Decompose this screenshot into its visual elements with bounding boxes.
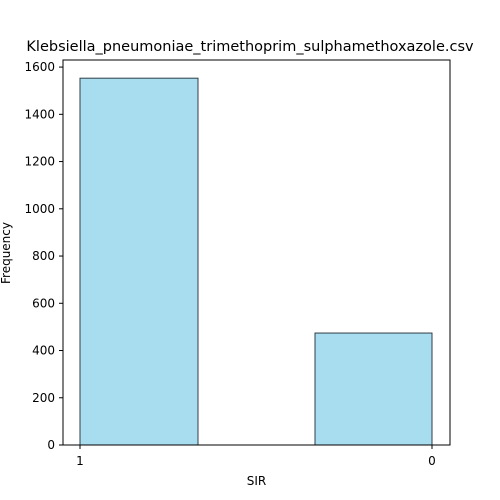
- y-tick-label: 1000: [24, 202, 55, 216]
- y-tick-label: 800: [32, 249, 55, 263]
- bar-0: [314, 332, 433, 446]
- y-tick-label: 1400: [24, 107, 55, 121]
- x-tick-label: 0: [428, 454, 436, 468]
- x-tick-label: 1: [76, 454, 84, 468]
- bar-1: [79, 77, 199, 446]
- bars: [79, 77, 433, 446]
- x-axis-label: SIR: [247, 474, 267, 488]
- y-tick-label: 200: [32, 391, 55, 405]
- y-axis: 0 200 400 600 800 1000 1200 1400 1600: [24, 60, 63, 452]
- y-tick-label: 0: [47, 438, 55, 452]
- y-tick-label: 400: [32, 344, 55, 358]
- y-tick-label: 1600: [24, 60, 55, 74]
- plot-frame: [62, 59, 451, 446]
- chart-title: Klebsiella_pneumoniae_trimethoprim_sulph…: [26, 39, 474, 55]
- y-tick-label: 600: [32, 296, 55, 310]
- y-tick-label: 1200: [24, 155, 55, 169]
- y-axis-label: Frequency: [0, 222, 13, 284]
